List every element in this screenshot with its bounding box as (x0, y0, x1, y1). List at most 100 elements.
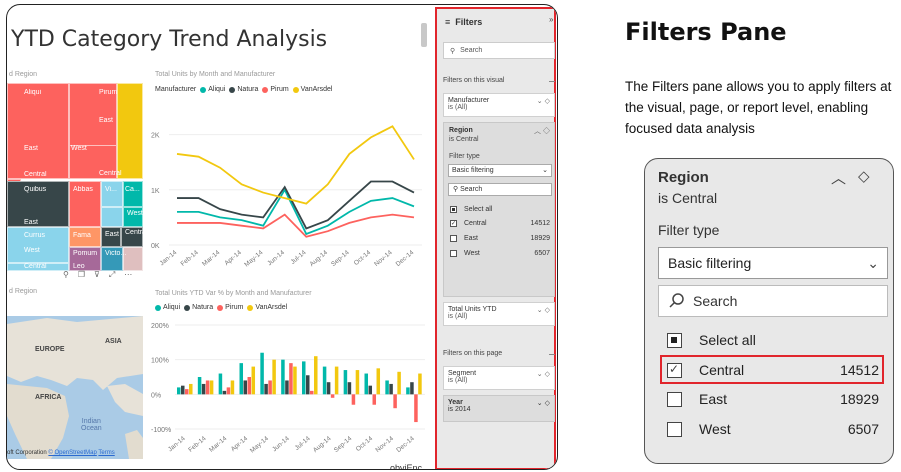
treemap-cell[interactable] (7, 227, 69, 263)
partial-checkbox-icon[interactable] (667, 332, 682, 348)
bar-natura[interactable] (285, 380, 289, 395)
zoom-search-input[interactable]: Search (658, 285, 888, 317)
bar-natura[interactable] (264, 383, 268, 395)
bar-vanarsdel[interactable] (272, 359, 276, 395)
collapse-chevron-icon[interactable]: ︿ ◇ (534, 128, 550, 135)
filter-card-segment[interactable]: Segment is (All) ⌄ ◇ (443, 366, 555, 390)
bar-natura[interactable] (389, 383, 393, 395)
bar-vanarsdel[interactable] (230, 380, 235, 395)
terms-link[interactable]: Terms (98, 450, 115, 456)
bar-aliqui[interactable] (260, 352, 264, 395)
line-series-vanarsdel[interactable] (176, 125, 415, 205)
bar-pirum[interactable] (205, 380, 210, 395)
bar-vanarsdel[interactable] (334, 366, 339, 395)
treemap-cell[interactable] (7, 83, 69, 179)
bar-vanarsdel[interactable] (189, 383, 193, 395)
checkbox-icon[interactable] (450, 235, 457, 242)
filter-card-year[interactable]: Year is 2014 ⌄ ◇ (443, 395, 555, 422)
bar-legend-item-natura[interactable]: Natura (184, 304, 213, 311)
region-item-east[interactable]: East 18929 (450, 233, 550, 244)
zoom-item-select-all[interactable]: Select all (667, 329, 879, 351)
treemap-cell[interactable] (117, 83, 143, 179)
bar-natura[interactable] (326, 382, 331, 395)
bar-aliqui[interactable] (343, 370, 348, 395)
zoom-item-west[interactable]: West 6507 (667, 418, 879, 440)
bar-aliqui[interactable] (218, 373, 223, 395)
bar-vanarsdel[interactable] (251, 366, 256, 395)
bar-aliqui[interactable] (281, 359, 285, 395)
osm-link[interactable]: © OpenStreetMap (48, 450, 97, 456)
treemap-cell[interactable] (101, 207, 123, 227)
bar-vanarsdel[interactable] (418, 373, 422, 395)
bar-pirum[interactable] (268, 380, 272, 395)
line-series-natura[interactable] (177, 180, 415, 230)
line-legend-item-natura[interactable]: Natura (229, 86, 258, 93)
bar-vanarsdel[interactable] (355, 370, 360, 395)
bar-natura[interactable] (347, 382, 352, 395)
treemap-cell[interactable] (7, 263, 69, 271)
report-scrollbar[interactable] (421, 23, 427, 47)
treemap-cell[interactable] (69, 145, 117, 179)
eraser-icon[interactable]: ◇ (858, 168, 870, 185)
bar-natura[interactable] (410, 382, 414, 395)
region-search-input[interactable]: ⚲ Search (448, 183, 552, 196)
region-item-central[interactable]: ✓ Central 14512 (450, 218, 550, 229)
treemap-cell[interactable] (69, 227, 101, 247)
bar-legend-item-pirum[interactable]: Pirum (217, 304, 243, 311)
bar-pirum[interactable] (372, 394, 377, 405)
bar-pirum[interactable] (351, 394, 356, 405)
bar-aliqui[interactable] (302, 361, 306, 395)
treemap-cell[interactable] (101, 227, 121, 247)
bar-natura[interactable] (181, 385, 185, 395)
checkbox-icon[interactable] (667, 391, 682, 407)
line-legend-item-vanarsdel[interactable]: VanArsdel (292, 86, 332, 93)
pin-icon[interactable]: ⚲ (63, 270, 69, 279)
filter-icon[interactable]: ⊽ (94, 270, 100, 279)
filter-card-manufacturer[interactable]: Manufacturer is (All) ⌄ ◇ (443, 93, 555, 117)
line-legend-item-pirum[interactable]: Pirum (262, 86, 289, 93)
zoom-item-east[interactable]: East 18929 (667, 388, 879, 410)
line-legend-item-aliqui[interactable]: Aliqui (200, 86, 225, 93)
bar-vanarsdel[interactable] (397, 371, 401, 395)
filter-card-region[interactable]: Region is Central ︿ ◇ Filter type Basic … (443, 122, 555, 297)
bar-pirum[interactable] (226, 387, 231, 395)
treemap-cell[interactable] (121, 227, 143, 247)
treemap-cell[interactable] (123, 207, 143, 227)
bar-aliqui[interactable] (177, 387, 181, 395)
checkbox-icon[interactable] (667, 421, 682, 437)
bar-natura[interactable] (368, 385, 373, 395)
bar-pirum[interactable] (330, 394, 335, 398)
treemap-cell[interactable] (101, 181, 123, 207)
treemap-cell[interactable] (69, 181, 101, 227)
treemap-cell[interactable] (69, 247, 101, 271)
checked-checkbox-icon[interactable] (667, 362, 682, 378)
collapse-pane-icon[interactable]: » (549, 15, 554, 24)
expand-chevron-icon[interactable]: ⌄ ◇ (536, 371, 550, 378)
filter-type-select[interactable]: Basic filtering ⌄ (448, 164, 552, 177)
bar-aliqui[interactable] (364, 373, 369, 395)
bar-legend-item-aliqui[interactable]: Aliqui (155, 304, 180, 311)
checked-checkbox-icon[interactable]: ✓ (450, 220, 457, 227)
zoom-filter-type-select[interactable]: Basic filtering ⌄ (658, 247, 888, 279)
checkbox-icon[interactable] (450, 250, 457, 257)
filter-card-total-units[interactable]: Total Units YTD is (All) ⌄ ◇ (443, 302, 555, 326)
zoom-item-central[interactable]: Central 14512 (667, 359, 879, 381)
bar-aliqui[interactable] (322, 366, 327, 395)
bar-vanarsdel[interactable] (209, 380, 214, 395)
bar-vanarsdel[interactable] (314, 356, 318, 395)
copy-icon[interactable]: ❐ (77, 270, 86, 279)
bar-natura[interactable] (306, 375, 310, 395)
bar-vanarsdel[interactable] (293, 366, 297, 395)
map-visual[interactable]: EUROPE ASIA AFRICA Indian Ocean (7, 316, 143, 459)
bar-natura[interactable] (201, 383, 206, 395)
line-series-pirum[interactable] (177, 213, 415, 238)
bar-aliqui[interactable] (385, 380, 389, 395)
focus-icon[interactable]: ⤢ (108, 270, 116, 279)
bar-aliqui[interactable] (239, 363, 244, 395)
region-item-west[interactable]: West 6507 (450, 248, 550, 259)
bar-natura[interactable] (222, 390, 227, 395)
bar-pirum[interactable] (247, 377, 252, 395)
more-icon[interactable]: ⋯ (124, 270, 133, 279)
bar-pirum[interactable] (310, 390, 314, 395)
line-series-aliqui[interactable] (177, 187, 415, 236)
